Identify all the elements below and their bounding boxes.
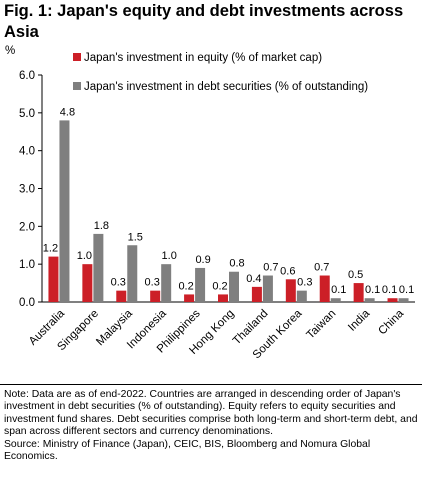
chart-title: Fig. 1: Japan's equity and debt investme… bbox=[4, 2, 404, 41]
data-label-debt: 0.1 bbox=[331, 284, 346, 296]
data-label-equity: 0.3 bbox=[145, 277, 160, 289]
data-label-debt: 0.1 bbox=[399, 284, 414, 296]
data-label-debt: 0.1 bbox=[365, 284, 380, 296]
y-tick-label: 4.0 bbox=[19, 146, 35, 158]
bar-debt bbox=[262, 275, 273, 302]
bar-debt bbox=[398, 298, 409, 302]
bar-equity bbox=[150, 290, 161, 302]
data-label-equity: 1.2 bbox=[43, 243, 58, 255]
data-label-equity: 0.5 bbox=[348, 269, 363, 281]
data-label-equity: 0.7 bbox=[314, 262, 329, 274]
data-label-equity: 0.2 bbox=[178, 280, 193, 292]
bar-equity bbox=[387, 298, 398, 302]
bar-equity bbox=[116, 290, 127, 302]
data-label-debt: 0.8 bbox=[229, 258, 244, 270]
legend-label-debt: Japan's investment in debt securities (%… bbox=[84, 81, 368, 93]
note-text: Note: Data are as of end-2022. Countries… bbox=[4, 389, 418, 438]
bar-equity bbox=[285, 279, 296, 302]
data-label-debt: 1.0 bbox=[162, 250, 177, 262]
y-tick-label: 0.0 bbox=[19, 297, 35, 309]
data-label-equity: 0.4 bbox=[246, 273, 261, 285]
bar-equity bbox=[48, 256, 59, 302]
data-label-debt: 1.5 bbox=[128, 231, 143, 243]
source-text: Source: Ministry of Finance (Japan), CEI… bbox=[4, 438, 371, 463]
legend-swatch-debt bbox=[73, 82, 81, 90]
data-label-equity: 0.1 bbox=[382, 284, 397, 296]
legend-label-equity: Japan's investment in equity (% of marke… bbox=[84, 52, 322, 64]
bar-equity bbox=[184, 294, 195, 302]
legend-swatch-equity bbox=[73, 53, 81, 61]
x-tick-label: Taiwan bbox=[305, 308, 339, 342]
data-label-equity: 1.0 bbox=[77, 250, 92, 262]
y-tick-label: 5.0 bbox=[19, 108, 35, 120]
bar-equity bbox=[353, 283, 364, 302]
bar-debt bbox=[127, 245, 138, 302]
divider bbox=[0, 384, 422, 385]
data-label-debt: 4.8 bbox=[60, 106, 75, 118]
bar-debt bbox=[161, 264, 172, 302]
bar-equity bbox=[319, 275, 330, 302]
y-tick-label: 1.0 bbox=[19, 259, 35, 271]
notes-block: Note: Data are as of end-2022. Countries… bbox=[4, 389, 418, 463]
data-label-equity: 0.6 bbox=[280, 265, 295, 277]
data-label-debt: 0.7 bbox=[263, 262, 278, 274]
bar-debt bbox=[195, 267, 206, 302]
bar-debt bbox=[296, 290, 307, 302]
bar-debt bbox=[364, 298, 375, 302]
bar-debt bbox=[59, 120, 70, 303]
y-axis-label: % bbox=[5, 45, 15, 57]
bar-equity bbox=[218, 294, 228, 302]
x-tick-label: China bbox=[376, 307, 406, 337]
y-tick-label: 2.0 bbox=[19, 221, 35, 233]
data-label-debt: 0.9 bbox=[195, 254, 210, 266]
y-tick-label: 6.0 bbox=[19, 70, 35, 82]
data-label-equity: 0.2 bbox=[212, 280, 227, 292]
bar-debt bbox=[229, 271, 239, 302]
bar-equity bbox=[251, 286, 262, 302]
data-label-debt: 1.8 bbox=[94, 220, 109, 232]
bar-debt bbox=[330, 298, 341, 302]
x-tick-label: India bbox=[346, 307, 373, 334]
bar-equity bbox=[82, 264, 93, 302]
y-tick-label: 3.0 bbox=[19, 184, 35, 196]
data-label-equity: 0.3 bbox=[111, 277, 126, 289]
bar-debt bbox=[93, 233, 104, 302]
data-label-debt: 0.3 bbox=[297, 277, 312, 289]
bar-chart: %0.01.02.03.04.05.06.01.24.8Australia1.0… bbox=[5, 45, 415, 361]
